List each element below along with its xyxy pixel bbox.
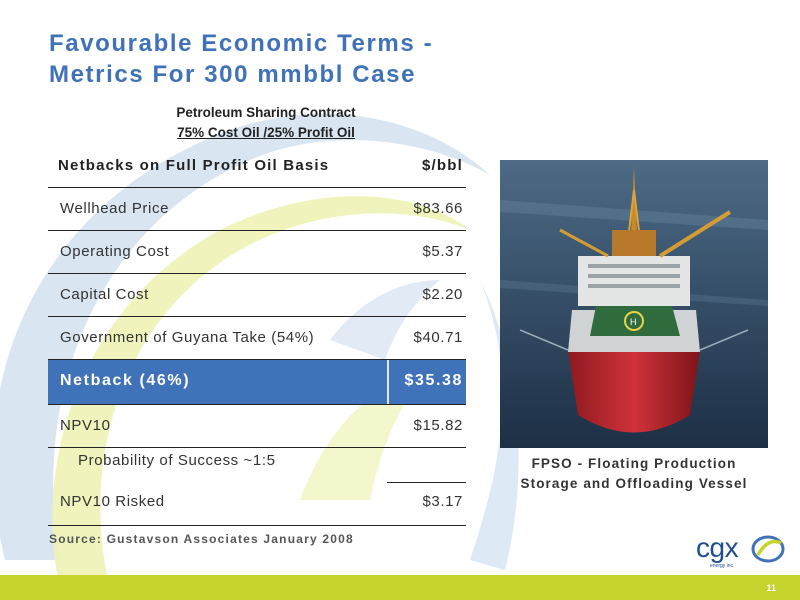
table-header: Netbacks on Full Profit Oil Basis $/bbl (48, 148, 466, 188)
table-row: Capital Cost $2.20 (48, 274, 466, 317)
company-logo: cgx energy inc. (696, 533, 786, 573)
title-line-1: Favourable Economic Terms - (49, 30, 434, 57)
logo-wordmark: cgx (696, 532, 739, 563)
row-label: Government of Guyana Take (54%) (60, 329, 315, 346)
source-note: Source: Gustavson Associates January 200… (49, 532, 354, 546)
row-value: $3.17 (422, 493, 463, 510)
title-line-2: Metrics For 300 mmbbl Case (49, 61, 417, 88)
row-label: Capital Cost (60, 286, 149, 303)
svg-text:H: H (630, 317, 637, 327)
row-label: NPV10 (60, 417, 111, 434)
row-value: $2.20 (422, 286, 463, 303)
row-rule (387, 481, 466, 483)
contract-heading: Petroleum Sharing Contract 75% Cost Oil … (150, 103, 382, 143)
row-label: Operating Cost (60, 243, 170, 260)
slide-title: Favourable Economic Terms - Metrics For … (49, 28, 433, 90)
table-row: Government of Guyana Take (54%) $40.71 (48, 317, 466, 360)
cell-divider (387, 360, 389, 404)
vessel-illustration: H (500, 160, 768, 448)
swirl-logo-icon (751, 535, 785, 563)
table-row: NPV10 Risked $3.17 (48, 483, 466, 526)
row-value: $35.38 (404, 372, 463, 389)
fpso-vessel-photo: H (500, 160, 768, 448)
header-label: Netbacks on Full Profit Oil Basis (58, 157, 330, 174)
row-label: Netback (46%) (60, 372, 191, 389)
row-value: $15.82 (413, 417, 463, 434)
table-row: Wellhead Price $83.66 (48, 188, 466, 231)
logo-tagline: energy inc. (710, 563, 735, 569)
header-unit: $/bbl (421, 157, 463, 174)
table-row: Probability of Success ~1:5 (48, 448, 466, 483)
footer-bar: 11 (0, 575, 800, 600)
row-value: $5.37 (422, 243, 463, 260)
table-row: NPV10 $15.82 (48, 405, 466, 448)
row-label: NPV10 Risked (60, 493, 165, 510)
row-label: Probability of Success ~1:5 (78, 452, 276, 469)
table-row-highlight: Netback (46%) $35.38 (48, 360, 466, 405)
page-number: 11 (766, 583, 776, 593)
table-row: Operating Cost $5.37 (48, 231, 466, 274)
contract-title: Petroleum Sharing Contract (176, 105, 356, 120)
netbacks-table: Netbacks on Full Profit Oil Basis $/bbl … (48, 148, 466, 526)
photo-caption: FPSO - Floating Production Storage and O… (497, 454, 771, 494)
caption-line-1: FPSO - Floating Production (531, 456, 737, 471)
caption-line-2: Storage and Offloading Vessel (520, 476, 748, 491)
row-value: $40.71 (413, 329, 463, 346)
contract-split: 75% Cost Oil /25% Profit Oil (177, 125, 355, 140)
row-value: $83.66 (413, 200, 463, 217)
row-label: Wellhead Price (60, 200, 170, 217)
